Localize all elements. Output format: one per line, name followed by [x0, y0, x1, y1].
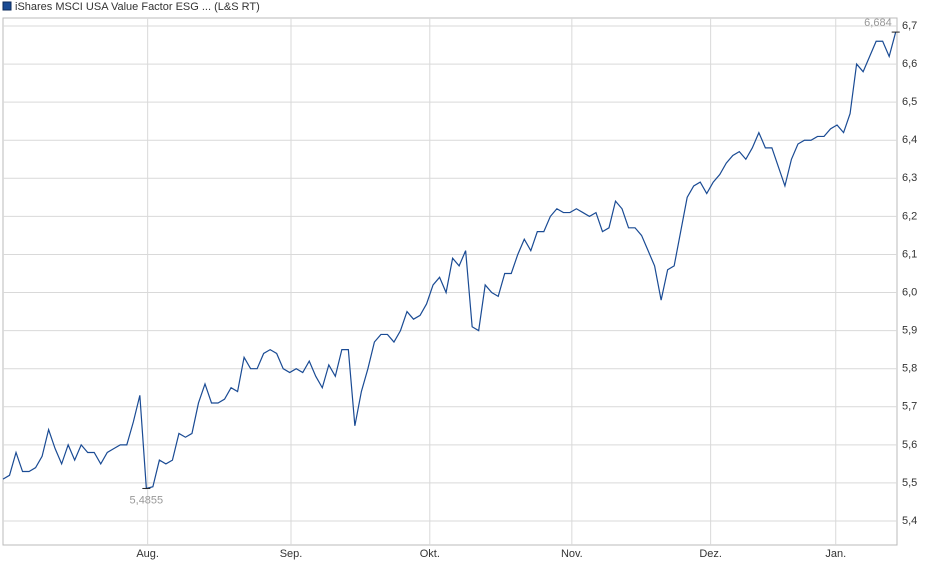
chart-title: iShares MSCI USA Value Factor ESG ... (L…	[15, 1, 260, 13]
x-tick-label: Sep.	[280, 548, 303, 560]
x-tick-label: Dez.	[699, 548, 722, 560]
x-tick-label: Nov.	[561, 548, 583, 560]
y-tick-label: 6,0	[902, 286, 917, 298]
price-line	[2, 31, 897, 490]
y-tick-label: 6,2	[902, 210, 917, 222]
y-tick-label: 6,3	[902, 172, 917, 184]
y-tick-label: 5,6	[902, 439, 917, 451]
x-tick-label: Jan.	[825, 548, 846, 560]
y-tick-label: 5,8	[902, 363, 917, 375]
y-tick-label: 6,7	[902, 20, 917, 32]
y-tick-label: 6,5	[902, 96, 917, 108]
y-tick-label: 5,9	[902, 325, 917, 337]
x-tick-label: Okt.	[420, 548, 440, 560]
y-tick-label: 6,1	[902, 248, 917, 260]
x-tick-label: Aug.	[136, 548, 159, 560]
y-tick-label: 6,6	[902, 58, 917, 70]
plot-frame	[2, 17, 898, 546]
y-tick-label: 5,5	[902, 477, 917, 489]
y-tick-label: 5,7	[902, 401, 917, 413]
annotation-label: 6,684	[864, 17, 892, 29]
y-tick-label: 5,4	[902, 515, 917, 527]
legend-swatch	[2, 1, 12, 11]
annotation-label: 5,4855	[130, 494, 164, 506]
y-tick-label: 6,4	[902, 134, 917, 146]
